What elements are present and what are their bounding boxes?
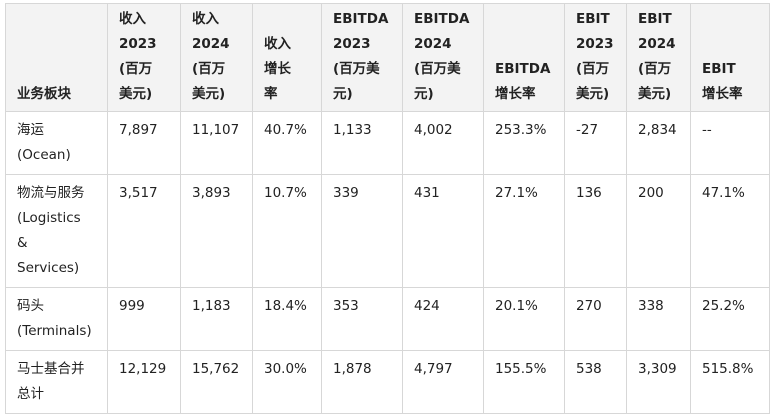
cell-ebitda-2024: 4,797 xyxy=(402,350,484,414)
cell-ebit-2024: 338 xyxy=(626,287,691,351)
header-revenue-2024: 收入 2024 (百万 美元) xyxy=(180,3,253,112)
cell-ebit-2024: 2,834 xyxy=(626,111,691,175)
cell-ebit-2023: -27 xyxy=(564,111,627,175)
header-ebit-2024: EBIT 2024 (百万 美元) xyxy=(626,3,691,112)
cell-segment: 物流与服务 (Logistics & Services) xyxy=(5,174,108,288)
cell-revenue-2024: 1,183 xyxy=(180,287,253,351)
cell-segment: 海运 (Ocean) xyxy=(5,111,108,175)
header-ebitda-2023: EBITDA 2023 (百万美 元) xyxy=(321,3,403,112)
cell-ebit-2023: 270 xyxy=(564,287,627,351)
cell-revenue-2024: 3,893 xyxy=(180,174,253,288)
cell-ebitda-2023: 1,878 xyxy=(321,350,403,414)
segment-financials-table: 业务板块 收入 2023 (百万 美元) 收入 2024 (百万 美元) 收入 … xyxy=(5,3,770,414)
cell-ebitda-2024: 424 xyxy=(402,287,484,351)
cell-revenue-growth: 18.4% xyxy=(252,287,322,351)
cell-revenue-2024: 11,107 xyxy=(180,111,253,175)
cell-revenue-2023: 999 xyxy=(107,287,181,351)
cell-ebit-growth: 25.2% xyxy=(690,287,770,351)
header-revenue-2023: 收入 2023 (百万 美元) xyxy=(107,3,181,112)
cell-ebitda-growth: 253.3% xyxy=(483,111,565,175)
cell-revenue-2023: 7,897 xyxy=(107,111,181,175)
cell-ebitda-2024: 4,002 xyxy=(402,111,484,175)
cell-ebit-2024: 200 xyxy=(626,174,691,288)
cell-ebit-growth: -- xyxy=(690,111,770,175)
cell-ebit-2023: 136 xyxy=(564,174,627,288)
cell-revenue-growth: 40.7% xyxy=(252,111,322,175)
cell-revenue-growth: 10.7% xyxy=(252,174,322,288)
cell-ebitda-2023: 1,133 xyxy=(321,111,403,175)
header-ebitda-2024: EBITDA 2024 (百万美 元) xyxy=(402,3,484,112)
table-row: 码头 (Terminals) 999 1,183 18.4% 353 424 2… xyxy=(5,287,770,351)
cell-ebitda-growth: 155.5% xyxy=(483,350,565,414)
cell-ebitda-growth: 27.1% xyxy=(483,174,565,288)
header-ebit-growth: EBIT 增长率 xyxy=(690,3,770,112)
cell-revenue-2023: 12,129 xyxy=(107,350,181,414)
table-header-row: 业务板块 收入 2023 (百万 美元) 收入 2024 (百万 美元) 收入 … xyxy=(5,3,770,112)
table-row: 海运 (Ocean) 7,897 11,107 40.7% 1,133 4,00… xyxy=(5,111,770,175)
cell-revenue-2023: 3,517 xyxy=(107,174,181,288)
cell-ebit-2023: 538 xyxy=(564,350,627,414)
cell-ebitda-2024: 431 xyxy=(402,174,484,288)
cell-ebit-2024: 3,309 xyxy=(626,350,691,414)
header-ebit-2023: EBIT 2023 (百万 美元) xyxy=(564,3,627,112)
cell-ebitda-growth: 20.1% xyxy=(483,287,565,351)
cell-ebit-growth: 515.8% xyxy=(690,350,770,414)
cell-revenue-2024: 15,762 xyxy=(180,350,253,414)
cell-segment: 码头 (Terminals) xyxy=(5,287,108,351)
header-segment: 业务板块 xyxy=(5,3,108,112)
cell-ebitda-2023: 353 xyxy=(321,287,403,351)
cell-revenue-growth: 30.0% xyxy=(252,350,322,414)
table-row: 马士基合并 总计 12,129 15,762 30.0% 1,878 4,797… xyxy=(5,350,770,414)
table-row: 物流与服务 (Logistics & Services) 3,517 3,893… xyxy=(5,174,770,288)
cell-ebit-growth: 47.1% xyxy=(690,174,770,288)
cell-ebitda-2023: 339 xyxy=(321,174,403,288)
cell-segment: 马士基合并 总计 xyxy=(5,350,108,414)
header-ebitda-growth: EBITDA 增长率 xyxy=(483,3,565,112)
header-revenue-growth: 收入 增长 率 xyxy=(252,3,322,112)
